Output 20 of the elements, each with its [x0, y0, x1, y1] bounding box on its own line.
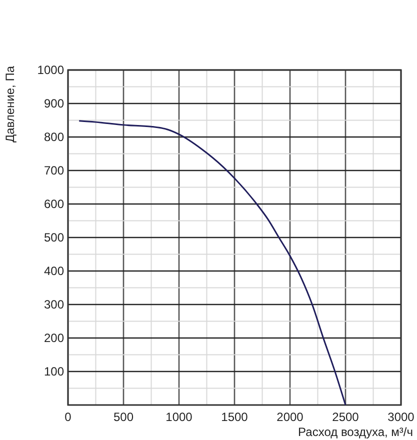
y-tick-label: 400 — [44, 264, 64, 278]
y-tick-label: 900 — [44, 96, 64, 110]
y-tick-label: 600 — [44, 197, 64, 211]
line-series — [78, 120, 346, 406]
y-tick-label: 200 — [44, 331, 64, 345]
x-tick-label: 0 — [64, 410, 72, 424]
x-tick-label: 1000 — [166, 410, 193, 424]
x-tick-label: 500 — [113, 410, 134, 424]
y-tick-label: 500 — [44, 230, 64, 244]
y-tick-label: 300 — [44, 298, 64, 312]
y-tick-label: 800 — [44, 130, 64, 144]
y-axis-title: Давление, Па — [3, 66, 17, 143]
y-tick-label: 100 — [44, 364, 64, 378]
y-tick-label: 1000 — [37, 63, 64, 77]
x-tick-label: 1500 — [221, 410, 248, 424]
y-tick-label: 700 — [44, 164, 64, 178]
x-tick-label: 2000 — [276, 410, 304, 424]
x-axis-title: Расход воздуха, м³/ч — [298, 425, 413, 439]
x-tick-label: 2500 — [332, 410, 360, 424]
x-tick-label: 3000 — [388, 410, 415, 424]
